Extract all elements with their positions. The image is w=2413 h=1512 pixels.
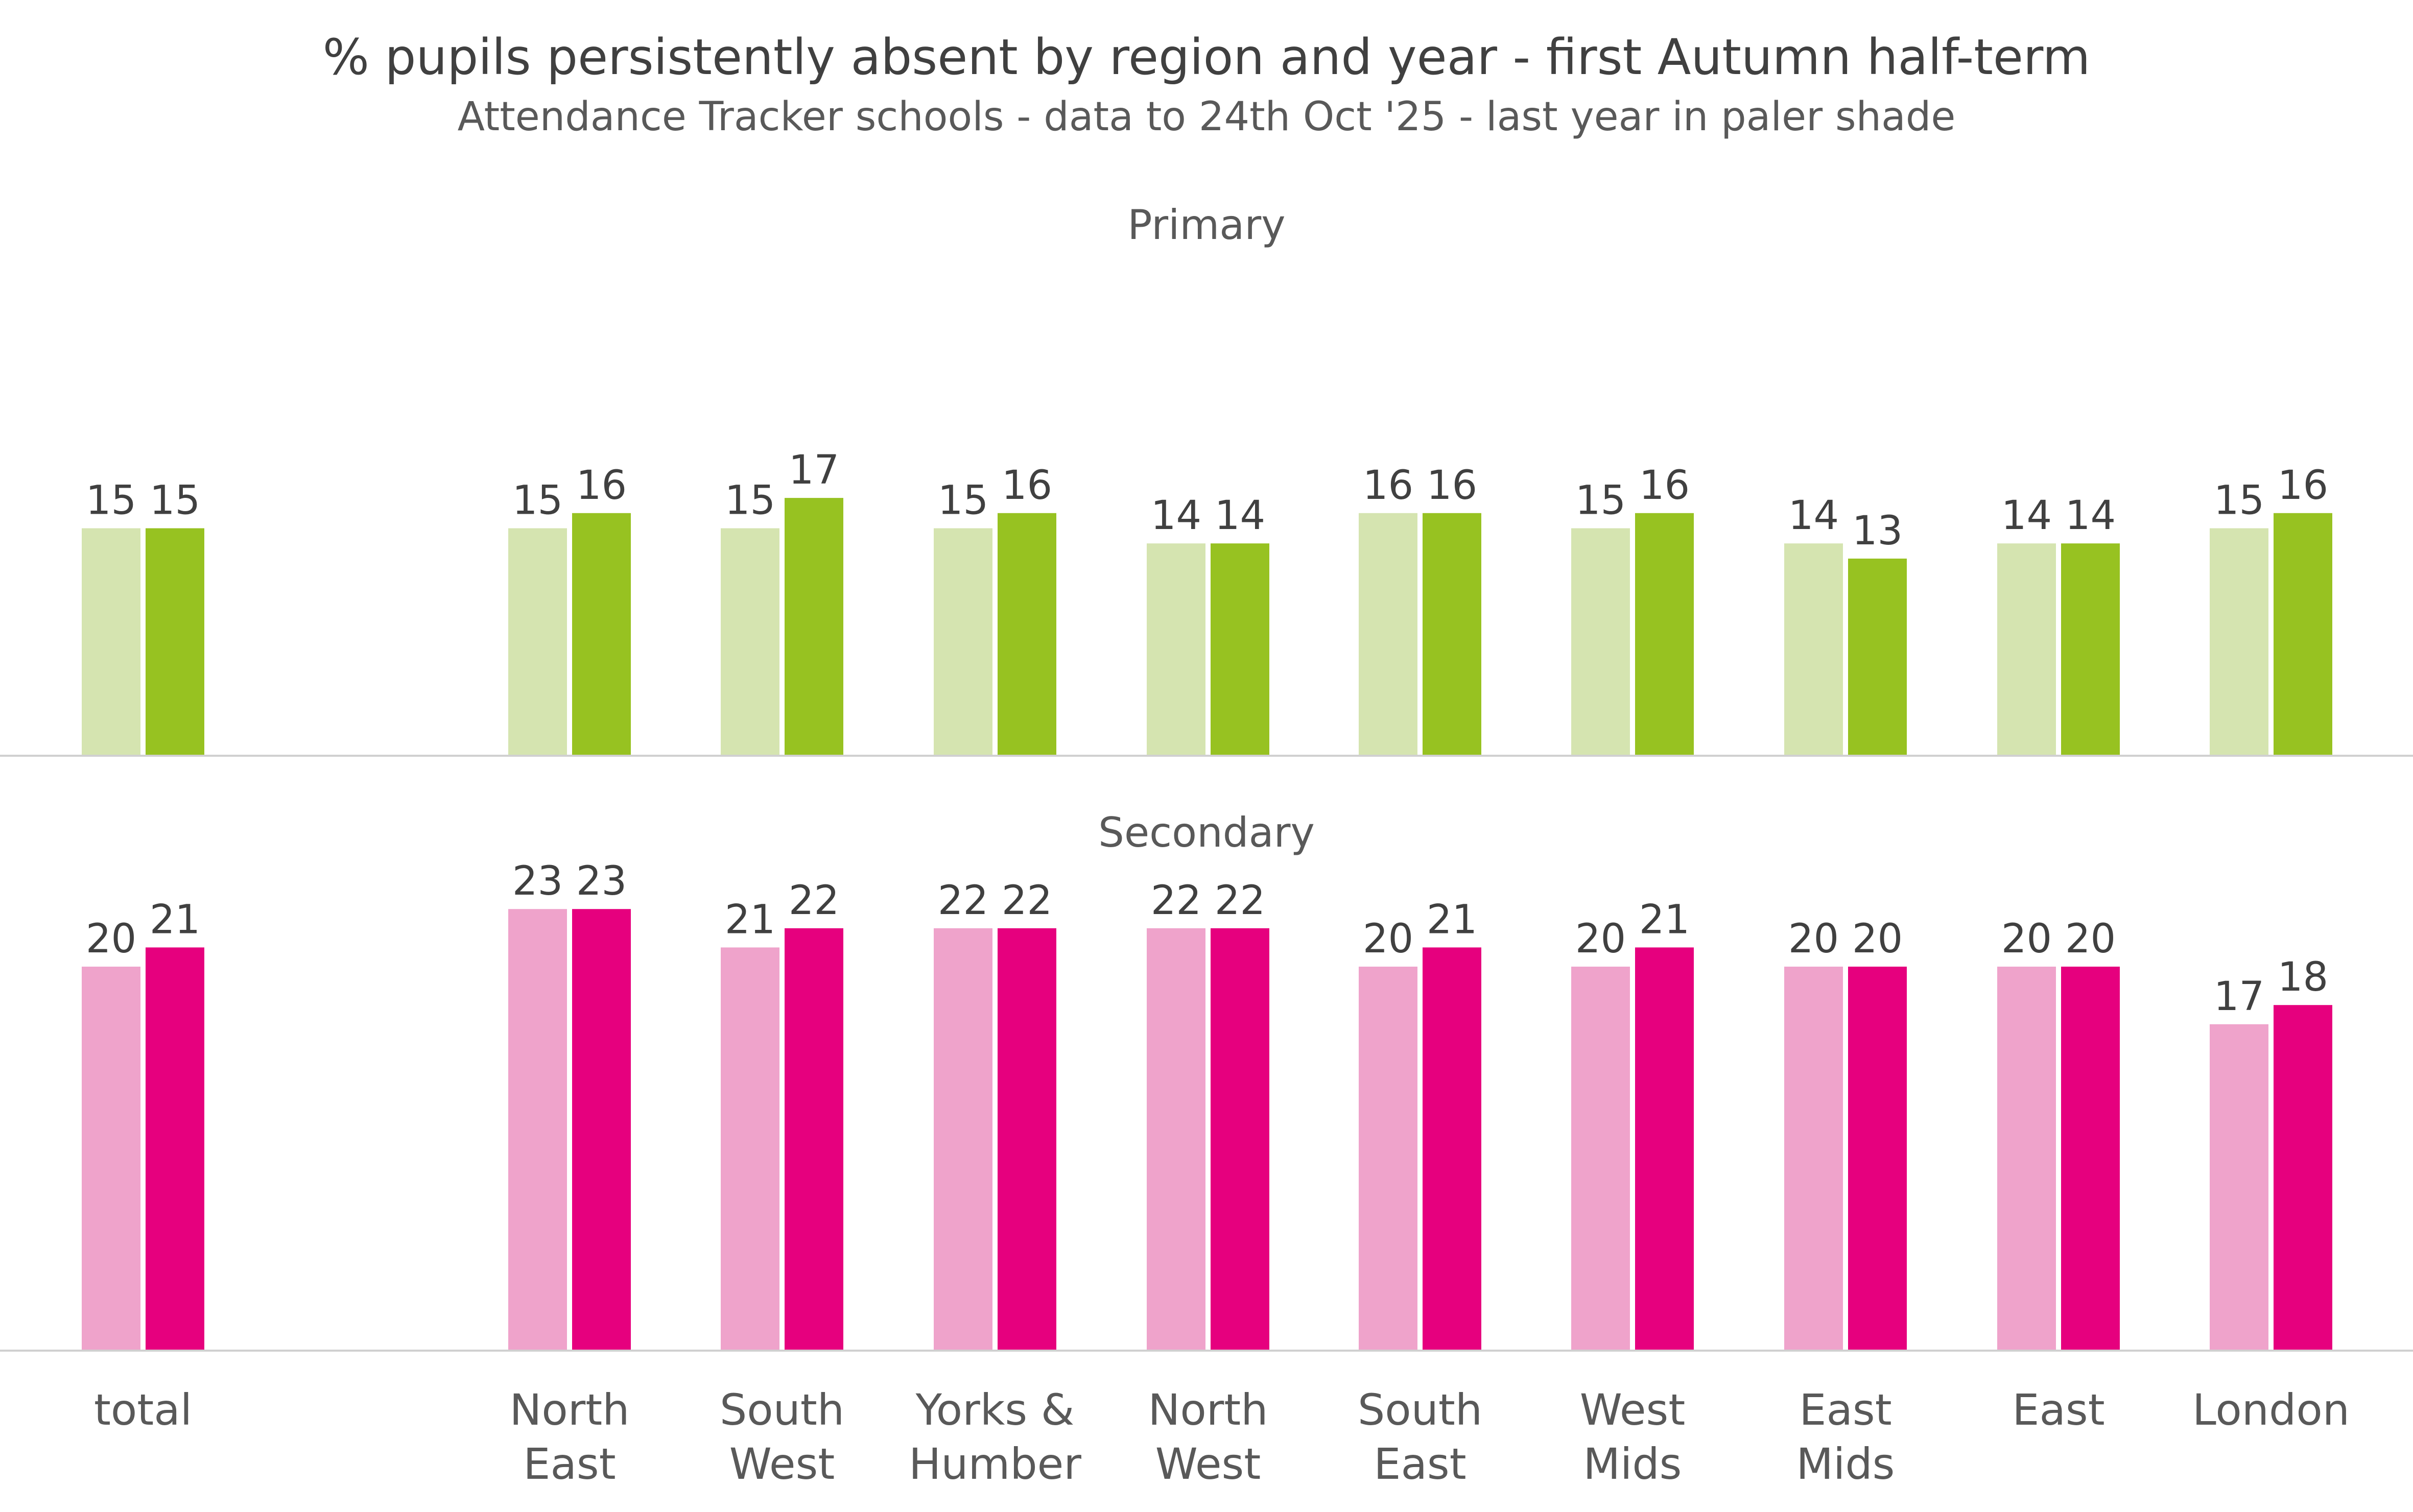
data-label-primary-0-7: 14 [1788, 493, 1839, 539]
bar-primary-this-year-1 [572, 513, 631, 756]
data-label-primary-1-6: 16 [1639, 463, 1690, 509]
bar-primary-this-year-8 [2061, 543, 2120, 756]
bar-primary-last-year-2 [721, 528, 779, 756]
data-label-secondary-0-6: 20 [1575, 916, 1626, 962]
data-label-primary-1-0: 15 [150, 478, 200, 524]
data-label-primary-0-2: 15 [725, 478, 775, 524]
data-label-secondary-0-7: 20 [1788, 916, 1839, 962]
bar-secondary-last-year-3 [934, 928, 992, 1351]
data-label-secondary-0-9: 17 [2214, 974, 2264, 1020]
bar-primary-this-year-7 [1848, 558, 1907, 756]
data-label-primary-0-5: 16 [1363, 463, 1413, 509]
bar-primary-last-year-4 [1147, 543, 1205, 756]
bar-secondary-this-year-5 [1423, 947, 1481, 1351]
bar-secondary-last-year-4 [1147, 928, 1205, 1351]
category-label-1: North East [510, 1385, 630, 1489]
data-label-secondary-1-3: 22 [1002, 878, 1052, 924]
data-label-secondary-1-7: 20 [1852, 916, 1903, 962]
data-label-secondary-1-2: 22 [789, 878, 839, 924]
data-label-secondary-1-0: 21 [150, 897, 200, 943]
data-label-primary-1-3: 16 [1002, 463, 1052, 509]
category-label-7: East Mids [1796, 1385, 1895, 1489]
data-label-primary-0-4: 14 [1151, 493, 1201, 539]
panel-title-secondary: Secondary [1098, 809, 1315, 856]
panel-secondary: Secondary 20 23 21 22 22 20 20 20 20 17 21 23 22 22 22 2… [0, 809, 2413, 1352]
bar-primary-this-year-9 [2274, 513, 2332, 756]
data-label-primary-1-4: 14 [1215, 493, 1265, 539]
chart-subtitle: Attendance Tracker schools - data to 24t… [458, 94, 1956, 140]
bar-primary-last-year-0 [82, 528, 140, 756]
bar-secondary-this-year-6 [1635, 947, 1694, 1351]
data-label-secondary-1-8: 20 [2065, 916, 2116, 962]
bar-secondary-last-year-2 [721, 947, 779, 1351]
data-label-primary-1-7: 13 [1852, 508, 1903, 554]
bar-primary-this-year-0 [146, 528, 204, 756]
data-label-secondary-0-3: 22 [938, 878, 988, 924]
category-label-8: East [2012, 1385, 2104, 1435]
bar-secondary-last-year-0 [82, 967, 140, 1351]
data-label-secondary-0-4: 22 [1151, 878, 1201, 924]
bar-primary-this-year-4 [1211, 543, 1269, 756]
bar-secondary-this-year-4 [1211, 928, 1269, 1351]
panel-primary: Primary 15 15 15 15 14 16 15 14 14 15 15 16 17 16 14 16 1… [0, 201, 2413, 757]
data-label-secondary-1-6: 21 [1639, 897, 1690, 943]
bar-secondary-last-year-7 [1784, 967, 1843, 1351]
category-label-9: London [2192, 1385, 2350, 1435]
category-label-3: Yorks & Humber [909, 1385, 1081, 1489]
bar-primary-last-year-9 [2210, 528, 2268, 756]
data-label-primary-1-9: 16 [2278, 463, 2328, 509]
bar-secondary-this-year-9 [2274, 1005, 2332, 1351]
bar-primary-last-year-3 [934, 528, 992, 756]
chart-title: % pupils persistently absent by region a… [323, 29, 2090, 86]
bar-primary-this-year-6 [1635, 513, 1694, 756]
bar-secondary-this-year-7 [1848, 967, 1907, 1351]
data-label-primary-0-9: 15 [2214, 478, 2264, 524]
bar-secondary-this-year-1 [572, 909, 631, 1351]
bar-primary-this-year-5 [1423, 513, 1481, 756]
category-labels: total North East South West Yorks & Humber Nort… [94, 1385, 2350, 1489]
bar-primary-this-year-2 [785, 498, 843, 756]
bar-secondary-this-year-2 [785, 928, 843, 1351]
bar-secondary-last-year-1 [508, 909, 567, 1351]
category-label-0: total [94, 1385, 192, 1435]
bar-primary-last-year-5 [1359, 513, 1417, 756]
bar-primary-last-year-6 [1571, 528, 1630, 756]
category-label-6: West Mids [1580, 1385, 1686, 1489]
category-label-2: South West [720, 1385, 844, 1489]
bar-primary-last-year-1 [508, 528, 567, 756]
data-label-primary-0-8: 14 [2001, 493, 2052, 539]
bar-primary-last-year-8 [1997, 543, 2056, 756]
data-label-secondary-0-1: 23 [512, 858, 563, 904]
bar-primary-this-year-3 [998, 513, 1056, 756]
data-label-primary-1-1: 16 [576, 463, 627, 509]
data-label-primary-1-8: 14 [2065, 493, 2116, 539]
data-label-primary-1-2: 17 [789, 447, 839, 493]
data-label-secondary-0-5: 20 [1363, 916, 1413, 962]
bar-secondary-last-year-9 [2210, 1024, 2268, 1351]
data-label-secondary-1-5: 21 [1427, 897, 1477, 943]
data-label-primary-0-0: 15 [86, 478, 136, 524]
data-label-primary-1-5: 16 [1427, 463, 1477, 509]
data-label-secondary-0-8: 20 [2001, 916, 2052, 962]
bar-secondary-last-year-6 [1571, 967, 1630, 1351]
data-label-secondary-1-4: 22 [1215, 878, 1265, 924]
category-label-4: North West [1148, 1385, 1268, 1489]
data-label-primary-0-1: 15 [512, 478, 563, 524]
bar-secondary-this-year-0 [146, 947, 204, 1351]
data-label-secondary-0-2: 21 [725, 897, 775, 943]
bar-secondary-last-year-5 [1359, 967, 1417, 1351]
data-label-secondary-1-1: 23 [576, 858, 627, 904]
bar-secondary-this-year-8 [2061, 967, 2120, 1351]
bar-secondary-this-year-3 [998, 928, 1056, 1351]
panel-title-primary: Primary [1127, 201, 1285, 249]
bar-secondary-last-year-8 [1997, 967, 2056, 1351]
data-label-secondary-1-9: 18 [2278, 954, 2328, 1000]
bar-primary-last-year-7 [1784, 543, 1843, 756]
category-label-5: South East [1358, 1385, 1482, 1489]
panels: Primary 15 15 15 15 14 16 15 14 14 15 15 16 17 16 14 16 1… [0, 201, 2413, 1352]
data-label-primary-0-3: 15 [938, 478, 988, 524]
data-label-secondary-0-0: 20 [86, 916, 136, 962]
data-label-primary-0-6: 15 [1575, 478, 1626, 524]
